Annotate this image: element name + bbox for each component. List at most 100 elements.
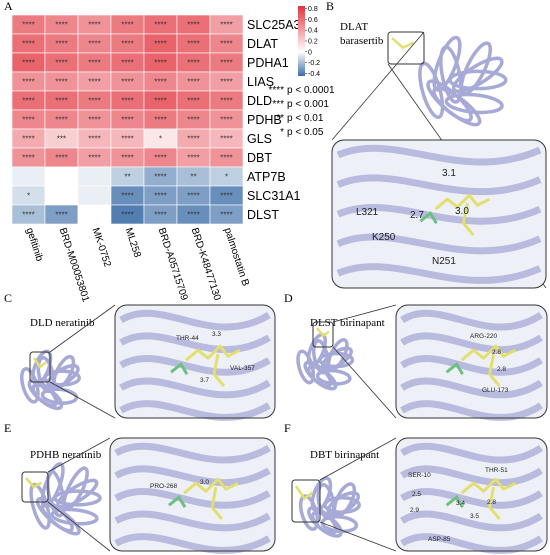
cell-stars: *	[27, 192, 30, 201]
residue-label: THR-51	[485, 467, 508, 474]
protein-ribbon	[400, 442, 543, 464]
cell-stars: ****	[220, 59, 232, 68]
protein-ribbon	[336, 144, 542, 166]
protein-ribbon	[52, 354, 76, 390]
row-label: DLD	[247, 94, 272, 108]
panel-title: DBT birinapant	[310, 449, 379, 461]
row-label: DLST	[247, 208, 279, 222]
cell-stars: ****	[55, 97, 67, 106]
cell-stars: ****	[22, 154, 34, 163]
cell-stars: ****	[55, 21, 67, 30]
protein-ribbon	[119, 309, 271, 331]
protein-ribbon	[426, 79, 473, 123]
zoom-box	[109, 437, 276, 552]
row-label: SLC31A1	[247, 189, 301, 203]
column-label: ML258	[123, 227, 143, 260]
row-label: PDHA1	[247, 56, 289, 70]
cell-stars: ****	[88, 135, 100, 144]
zoom-connector	[331, 31, 425, 141]
heatmap-cell	[209, 204, 244, 225]
protein-ribbon	[36, 355, 56, 394]
cell-stars: ****	[121, 192, 133, 201]
colorbar-tick-label: 0.6	[308, 17, 318, 24]
residue-label: 3.3	[212, 331, 221, 338]
zoom-source-box	[387, 31, 425, 65]
protein-ribbon	[119, 354, 271, 376]
cell-stars: ****	[154, 40, 166, 49]
cell-stars: *	[159, 135, 162, 144]
protein-ribbon	[400, 533, 543, 554]
cell-stars: ****	[121, 154, 133, 163]
legend-stars: ****	[268, 85, 284, 96]
cell-stars: ****	[55, 78, 67, 87]
cell-stars: ****	[121, 78, 133, 87]
cell-stars: ****	[88, 116, 100, 125]
residue-label: 2.8	[497, 366, 506, 373]
cell-stars: ****	[154, 211, 166, 220]
colorbar-tick-label: 0.8	[308, 6, 318, 13]
heatmap-cell	[44, 185, 79, 206]
protein-ribbon	[50, 507, 99, 526]
protein-ribbon	[400, 309, 543, 331]
panel-title: PDHB neratinib	[30, 449, 102, 461]
protein-ribbon	[31, 349, 53, 386]
zoom-source-box	[312, 321, 334, 348]
panel-title: DLD neratinib	[30, 317, 95, 329]
ligand	[316, 327, 330, 338]
legend-label: p < 0.001	[287, 99, 329, 110]
zoom-source-box	[29, 351, 51, 383]
cell-stars: ****	[88, 97, 100, 106]
cell-stars: ****	[187, 97, 199, 106]
protein-ribbon	[326, 338, 349, 372]
residue-label: SER-10	[408, 472, 431, 479]
residue-label: VAL-357	[230, 365, 255, 372]
cell-stars: ****	[154, 173, 166, 182]
residue-label: 3.7	[200, 377, 209, 384]
protein-ribbon	[310, 476, 333, 513]
column-label: palmostatin B	[222, 227, 251, 288]
cell-stars: ****	[220, 211, 232, 220]
zoom-connector	[332, 304, 397, 323]
protein-ribbon	[35, 497, 74, 533]
protein-ribbon	[62, 466, 89, 511]
row-label: DLAT	[247, 37, 278, 51]
residue-label: L321	[356, 207, 379, 218]
cell-stars: ****	[121, 40, 133, 49]
protein-ribbon	[400, 354, 543, 376]
protein-ribbon	[56, 478, 99, 509]
residue	[419, 210, 438, 224]
zoom-connector	[319, 437, 397, 481]
row-label: SLC25A3	[247, 18, 301, 32]
protein-ribbon	[336, 233, 542, 255]
heatmap-cell	[77, 185, 112, 206]
protein-ribbon	[400, 465, 543, 487]
protein-ribbon	[336, 174, 542, 196]
column-label: BRD-A05715709	[156, 227, 190, 303]
residue-label: 2.5	[412, 491, 421, 498]
protein-ribbon	[119, 377, 271, 399]
cell-stars: ****	[187, 59, 199, 68]
zoom-box	[395, 437, 548, 552]
panel-label: B	[326, 0, 334, 13]
zoom-source-box	[21, 471, 49, 503]
protein-ribbon	[114, 442, 271, 464]
cell-stars: ****	[121, 21, 133, 30]
cell-stars: ****	[220, 116, 232, 125]
residue-label: GLU-173	[482, 387, 509, 394]
residue-label: 2.8	[487, 499, 496, 506]
protein-ribbon	[400, 377, 543, 399]
cell-stars: ****	[55, 211, 67, 220]
residue-label: 3.1	[442, 168, 456, 179]
protein-ribbon	[439, 45, 463, 104]
colorbar	[298, 6, 305, 76]
cell-stars: ****	[121, 211, 133, 220]
zoom-connector	[49, 381, 116, 419]
protein-ribbon	[303, 360, 333, 388]
cell-stars: ****	[154, 154, 166, 163]
legend-label: p < 0.0001	[287, 85, 335, 96]
residue-label: N251	[432, 256, 456, 267]
panel-title: DLST birinapant	[310, 317, 385, 329]
cell-stars: *	[225, 173, 228, 182]
zoom-box	[331, 139, 547, 289]
legend-label: p < 0.05	[287, 127, 324, 138]
